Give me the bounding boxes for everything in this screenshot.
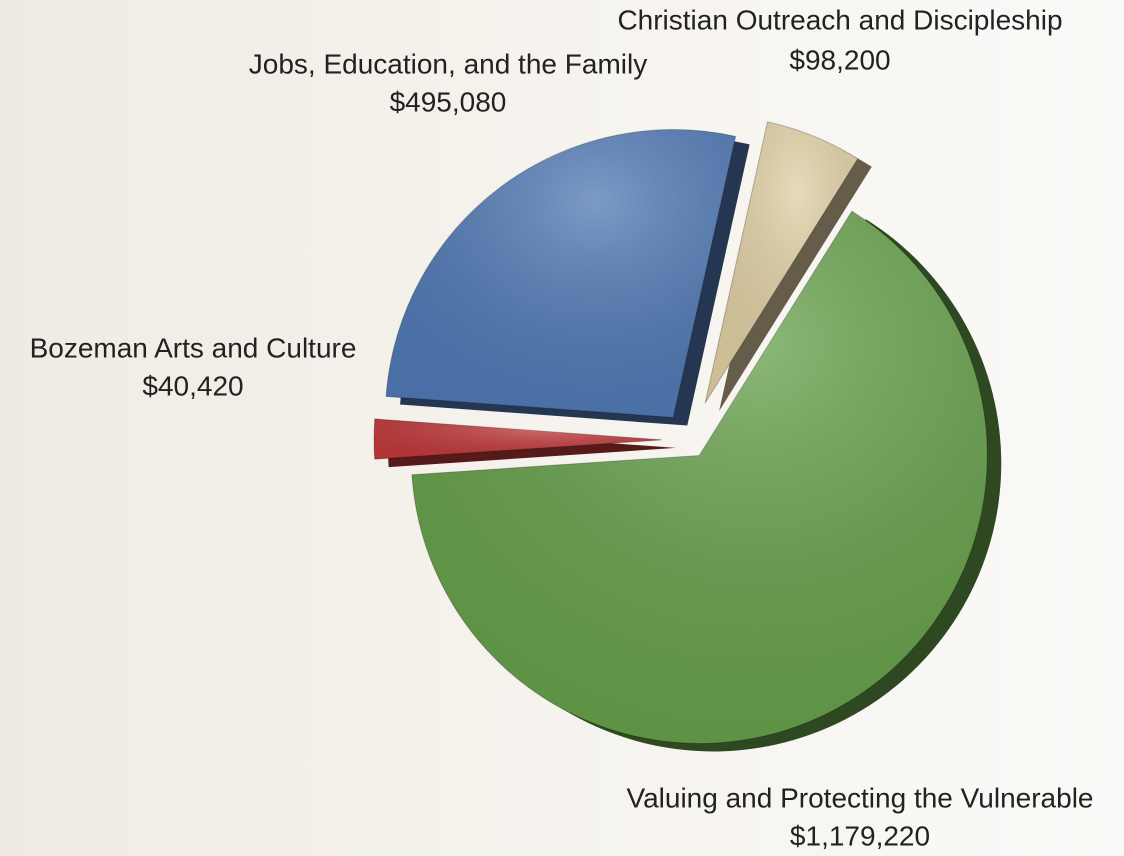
slice-label: Jobs, Education, and the Family — [249, 48, 647, 79]
slice-value-label: $1,179,220 — [790, 820, 930, 851]
slice-label: Bozeman Arts and Culture — [30, 332, 357, 363]
slice-value-label: $98,200 — [789, 44, 890, 75]
slice-depth — [719, 129, 872, 411]
slice-shine — [386, 129, 736, 418]
slice-shine — [411, 211, 988, 744]
slice-label: Christian Outreach and Discipleship — [617, 4, 1062, 35]
slice-value-label: $40,420 — [142, 370, 243, 401]
slice-label: Valuing and Protecting the Vulnerable — [627, 782, 1094, 813]
slice-value-label: $495,080 — [390, 86, 507, 117]
slice-shine — [705, 121, 858, 403]
slice-shine — [374, 418, 663, 460]
